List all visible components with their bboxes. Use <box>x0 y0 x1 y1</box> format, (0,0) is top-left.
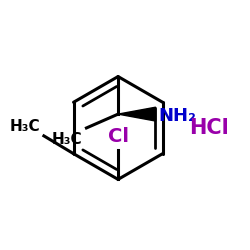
Text: NH₂: NH₂ <box>158 107 196 125</box>
Text: HCl: HCl <box>189 118 229 138</box>
Text: H₃C: H₃C <box>52 132 82 147</box>
Text: Cl: Cl <box>108 127 128 146</box>
Text: H₃C: H₃C <box>9 119 40 134</box>
Polygon shape <box>118 107 156 121</box>
